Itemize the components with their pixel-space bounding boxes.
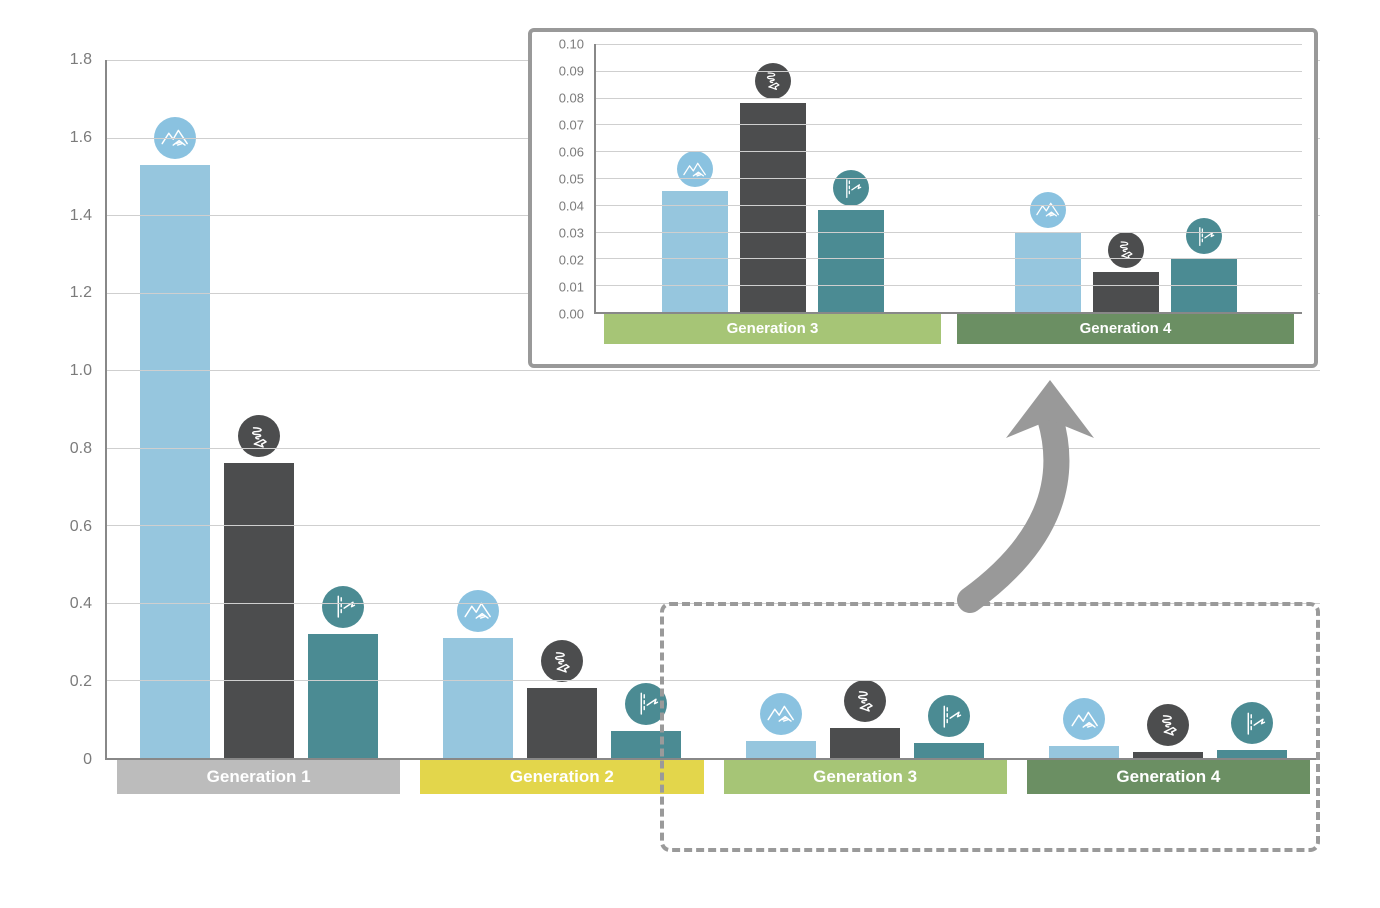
- gridline: [596, 258, 1302, 259]
- bar-terrain: [662, 191, 728, 312]
- bar-terrain: [140, 165, 210, 758]
- y-tick-label: 0.02: [559, 253, 584, 268]
- bar-vortex: [224, 463, 294, 758]
- bar-runway: [914, 743, 984, 758]
- bar-runway: [818, 210, 884, 312]
- bar-vortex: [740, 103, 806, 312]
- vortex-icon: [238, 415, 280, 457]
- bar-vortex: [1133, 752, 1203, 758]
- runway-excursion-icon: [833, 170, 869, 206]
- bar-group: Generation 1: [107, 60, 410, 758]
- gridline: [596, 232, 1302, 233]
- gridline: [596, 98, 1302, 99]
- gridline: [596, 124, 1302, 125]
- y-tick-label: 0.06: [559, 145, 584, 160]
- vortex-icon: [1108, 232, 1144, 268]
- bar-terrain: [1015, 232, 1081, 312]
- y-tick-label: 0.2: [70, 673, 92, 691]
- group-label: Generation 2: [420, 760, 703, 794]
- group-label: Generation 4: [1027, 760, 1310, 794]
- runway-excursion-icon: [1231, 702, 1273, 744]
- group-label: Generation 3: [724, 760, 1007, 794]
- bar-runway: [1217, 750, 1287, 758]
- bar-vortex: [830, 728, 900, 758]
- zoom-arrow: [910, 320, 1150, 660]
- main-y-axis: 00.20.40.60.81.01.21.41.61.8: [60, 60, 100, 760]
- y-tick-label: 1.0: [70, 362, 92, 380]
- group-label: Generation 3: [604, 314, 941, 344]
- gridline: [596, 71, 1302, 72]
- vortex-icon: [1147, 704, 1189, 746]
- bar-terrain: [443, 638, 513, 758]
- y-tick-label: 1.8: [70, 51, 92, 69]
- runway-excursion-icon: [625, 683, 667, 725]
- y-tick-label: 0.01: [559, 280, 584, 295]
- y-tick-label: 0.00: [559, 307, 584, 322]
- gridline: [596, 205, 1302, 206]
- inset-y-axis: 0.000.010.020.030.040.050.060.070.080.09…: [544, 44, 590, 314]
- bar-runway: [308, 634, 378, 758]
- terrain-collision-icon: [677, 151, 713, 187]
- terrain-collision-icon: [1030, 192, 1066, 228]
- y-tick-label: 0.03: [559, 226, 584, 241]
- group-label: Generation 4: [957, 314, 1294, 344]
- y-tick-label: 0: [83, 751, 92, 769]
- y-tick-label: 0.8: [70, 440, 92, 458]
- gridline: [596, 178, 1302, 179]
- gridline: [596, 44, 1302, 45]
- gridline: [596, 151, 1302, 152]
- y-tick-label: 1.6: [70, 129, 92, 147]
- bar-terrain: [1049, 746, 1119, 758]
- runway-excursion-icon: [1186, 218, 1222, 254]
- terrain-collision-icon: [1063, 698, 1105, 740]
- terrain-collision-icon: [457, 590, 499, 632]
- y-tick-label: 0.6: [70, 518, 92, 536]
- inset-chart: 0.00 0.01 0.02 0.03 0.04 0.05 0.06 0.07 0.08 0.09…: [544, 44, 1302, 352]
- y-tick-label: 0.09: [559, 64, 584, 79]
- y-tick-label: 0.4: [70, 595, 92, 613]
- runway-excursion-icon: [322, 586, 364, 628]
- bar-runway: [611, 731, 681, 758]
- y-tick-label: 0.04: [559, 199, 584, 214]
- gridline: [107, 680, 1320, 681]
- y-tick-label: 0.10: [559, 37, 584, 52]
- inset-panel: 0.00 0.01 0.02 0.03 0.04 0.05 0.06 0.07 0.08 0.09…: [528, 28, 1318, 368]
- vortex-icon: [844, 680, 886, 722]
- inset-plot-area: Generation 3 Generation 4: [594, 44, 1302, 314]
- y-tick-label: 1.4: [70, 207, 92, 225]
- terrain-collision-icon: [760, 693, 802, 735]
- bar-vortex: [1093, 272, 1159, 312]
- vortex-icon: [541, 640, 583, 682]
- gridline: [596, 285, 1302, 286]
- runway-excursion-icon: [928, 695, 970, 737]
- group-label: Generation 1: [117, 760, 400, 794]
- bar-terrain: [746, 741, 816, 758]
- y-tick-label: 0.05: [559, 172, 584, 187]
- vortex-icon: [755, 63, 791, 99]
- bar-vortex: [527, 688, 597, 758]
- y-tick-label: 1.2: [70, 284, 92, 302]
- y-tick-label: 0.08: [559, 91, 584, 106]
- y-tick-label: 0.07: [559, 118, 584, 133]
